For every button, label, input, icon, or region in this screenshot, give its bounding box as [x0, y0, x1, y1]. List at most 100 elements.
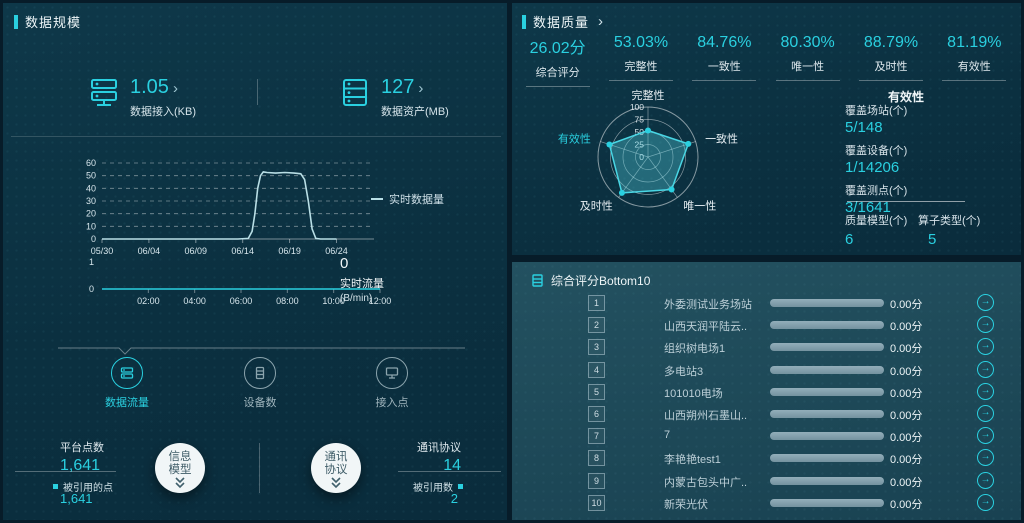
data-ingest-metric[interactable]: 1.05 › 数据接入(KB): [88, 77, 196, 119]
detail-arrow-icon[interactable]: →: [977, 427, 994, 445]
station-name: 新荣光伏: [664, 498, 708, 511]
score-value: 0.00分: [890, 410, 923, 422]
data-quality-header[interactable]: 数据质量 ›: [522, 12, 603, 31]
header-accent-bar: [522, 14, 526, 29]
info-model-button[interactable]: 信息模型: [155, 443, 205, 493]
stat-label: 平台点数: [60, 442, 104, 454]
metric-label: 数据资产(MB): [381, 106, 449, 118]
tab-divider: [58, 347, 465, 355]
rank-badge: 6: [588, 406, 605, 422]
svg-text:04:00: 04:00: [183, 296, 206, 306]
station-name: 山西朔州石墨山..: [664, 410, 748, 422]
divider: [11, 136, 501, 137]
list-item: 3 组织树电场1 0.00分 →: [512, 338, 1021, 356]
data-scale-header: 数据规模: [14, 12, 81, 31]
svg-text:20: 20: [86, 209, 96, 219]
tab-device-count[interactable]: 设备数: [228, 357, 292, 410]
bullet-square-icon: [53, 484, 58, 489]
score-validity: 81.19% 有效性: [933, 34, 1016, 87]
tab-data-flow[interactable]: 数据流量: [95, 357, 159, 410]
header-accent-bar: [14, 14, 18, 29]
divider: [847, 201, 965, 202]
referenced-points-value: 1,641: [60, 491, 93, 506]
score-overall: 26.02分 综合评分: [516, 34, 599, 87]
svg-text:0: 0: [639, 152, 644, 162]
score-value: 0.00分: [890, 343, 923, 356]
platform-points-stat: 平台点数 1,641: [60, 439, 104, 475]
list-item: 8 李艳艳test1 0.00分 →: [512, 449, 1021, 467]
station-name: 李艳艳test1: [664, 454, 721, 467]
tab-access-point[interactable]: 接入点: [360, 357, 424, 410]
bottom10-title: 综合评分Bottom10: [551, 274, 651, 288]
realtime-data-legend[interactable]: 实时数据量: [371, 191, 444, 207]
detail-arrow-icon[interactable]: →: [977, 471, 994, 489]
score-bar: [770, 299, 884, 307]
radar-axis-label: 一致性: [705, 131, 738, 145]
rank-badge: 7: [588, 428, 605, 445]
list-item: 9 内蒙古包头中广.. 0.00分 →: [512, 471, 1021, 490]
svg-text:75: 75: [635, 115, 645, 125]
score-bar: [770, 410, 884, 418]
svg-text:30: 30: [86, 196, 96, 206]
ranking-list-icon: [532, 274, 543, 287]
station-name: 101010电场: [664, 387, 723, 400]
chevron-right-icon: ›: [598, 13, 604, 30]
legend-line-marker: [371, 198, 383, 200]
score-bar: [770, 387, 884, 396]
detail-arrow-icon[interactable]: →: [977, 449, 994, 467]
rank-badge: 3: [588, 339, 605, 356]
list-item: 5 101010电场 0.00分 →: [512, 382, 1021, 401]
score-value: 0.00分: [890, 454, 923, 467]
metric-label: 数据接入(KB): [130, 106, 196, 118]
svg-text:0: 0: [91, 234, 96, 244]
score-value: 0.00分: [890, 321, 923, 334]
detail-arrow-icon[interactable]: →: [977, 316, 994, 334]
score-completeness: 53.03% 完整性: [599, 34, 682, 87]
detail-arrow-icon[interactable]: →: [977, 493, 994, 511]
rank-badge: 4: [588, 361, 605, 378]
referenced-count-row: 被引用数: [401, 479, 463, 494]
station-name: 多电站3: [664, 365, 704, 378]
data-asset-metric[interactable]: 127 › 数据资产(MB): [339, 77, 449, 119]
svg-text:06/09: 06/09: [185, 246, 208, 256]
detail-arrow-icon[interactable]: →: [977, 382, 994, 400]
radar-axis-label: 唯一性: [683, 199, 716, 213]
score-value: 0.00分: [890, 476, 923, 489]
coverage-items: 覆盖场站(个) 5/148 覆盖设备(个) 1/14206 覆盖测点(个) 3/1641: [845, 102, 907, 222]
coverage-item: 覆盖场站(个) 5/148: [845, 102, 907, 136]
divider: [259, 443, 260, 493]
referenced-points-row: 被引用的点: [53, 479, 113, 494]
coverage-label: 覆盖设备(个): [845, 145, 908, 157]
chevron-right-icon: ›: [418, 80, 424, 97]
rank-badge: 5: [588, 383, 605, 400]
svg-text:02:00: 02:00: [137, 296, 160, 306]
svg-text:50: 50: [86, 171, 96, 181]
svg-text:12:00: 12:00: [369, 296, 392, 306]
quality-model-stat: 质量模型(个) 6: [845, 215, 908, 248]
flow-value-block: 0 实时流量 (B/min): [340, 255, 384, 304]
flow-legend: 实时流量: [340, 278, 384, 290]
svg-text:50: 50: [635, 127, 645, 137]
stat-label: 被引用的点: [63, 483, 113, 494]
radar-axis-label: 完整性: [632, 88, 665, 102]
list-item: 4 多电站3 0.00分 →: [512, 360, 1021, 379]
coverage-item: 覆盖测点(个) 3/1641: [845, 182, 907, 216]
server-ingest-icon: [91, 79, 117, 106]
svg-text:08:00: 08:00: [276, 296, 299, 306]
protocol-button[interactable]: 通讯协议: [311, 443, 361, 493]
station-name: 外委测试业务场站: [664, 299, 752, 311]
metric-value: 1.05: [130, 76, 169, 98]
svg-text:06/14: 06/14: [231, 246, 254, 256]
station-name: 组织树电场1: [664, 343, 726, 356]
svg-text:60: 60: [86, 158, 96, 168]
bottom10-panel: [512, 262, 1021, 520]
detail-arrow-icon[interactable]: →: [977, 294, 994, 311]
detail-arrow-icon[interactable]: →: [977, 360, 994, 378]
protocol-stat: 通讯协议 14: [398, 439, 461, 475]
tab-label: 设备数: [243, 397, 277, 409]
coverage-label: 覆盖测点(个): [845, 185, 908, 197]
detail-arrow-icon[interactable]: →: [977, 405, 994, 422]
detail-arrow-icon[interactable]: →: [977, 338, 994, 356]
svg-text:05/30: 05/30: [91, 246, 114, 256]
